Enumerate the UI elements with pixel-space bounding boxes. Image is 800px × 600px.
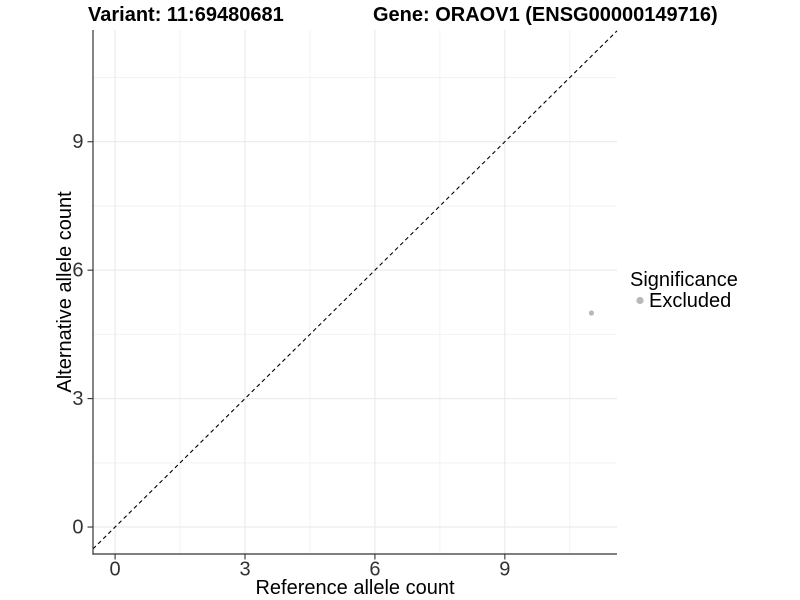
identity-line-layer: [92, 30, 618, 550]
y-tick-label: 3: [72, 388, 83, 410]
data-points: [588, 310, 595, 316]
data-point: [588, 310, 595, 316]
x-axis-title: Reference allele count: [255, 577, 454, 599]
y-axis-title: Alternative allele count: [54, 191, 76, 393]
y-tick-label: 0: [72, 517, 83, 539]
legend: Significance Excluded: [630, 269, 738, 312]
plot-title-variant: Variant: 11:69480681: [88, 4, 284, 26]
y-tick-label: 6: [72, 260, 83, 282]
x-tick-label: 3: [239, 559, 250, 581]
legend-key-excluded-icon: [636, 296, 644, 305]
x-tick-label: 0: [110, 559, 121, 581]
identity-line: [92, 30, 618, 550]
y-tick-label: 9: [72, 131, 83, 153]
x-tick-label: 6: [369, 559, 380, 581]
legend-label-excluded: Excluded: [649, 290, 731, 312]
x-tick-label: 9: [499, 559, 510, 581]
plot-title-gene: Gene: ORAOV1 (ENSG00000149716): [373, 4, 718, 26]
legend-title: Significance: [630, 269, 738, 291]
gridlines: [93, 30, 617, 554]
axes: 0 3 6 9 0 3 6 9: [72, 30, 617, 581]
